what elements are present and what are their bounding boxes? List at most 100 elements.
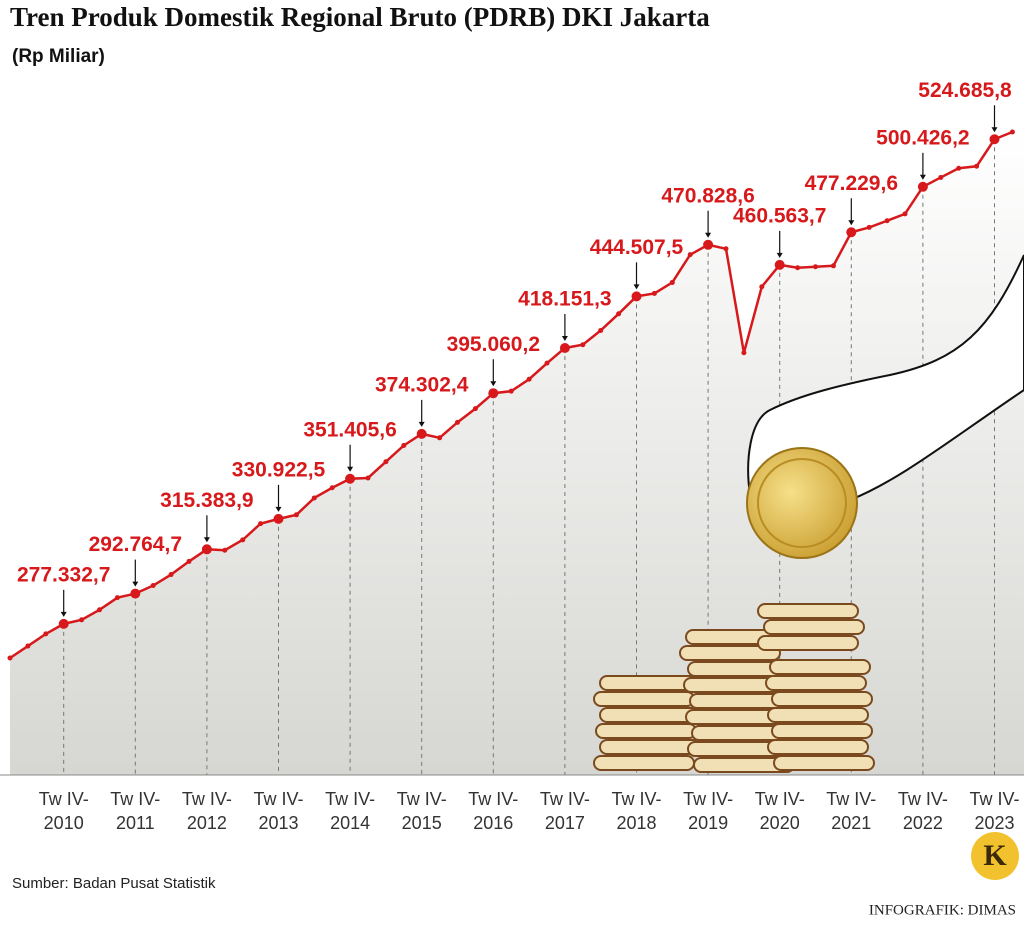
data-point <box>703 239 714 250</box>
data-point <box>616 311 622 317</box>
x-tick-label: Tw IV-2020 <box>755 789 805 833</box>
data-point <box>345 473 356 484</box>
label-arrowhead <box>848 220 855 226</box>
x-tick-label: Tw IV-2010 <box>39 789 89 833</box>
data-point <box>273 513 284 524</box>
data-point <box>1009 129 1015 135</box>
value-label: 277.332,7 <box>17 563 110 586</box>
data-point <box>902 211 908 217</box>
data-point <box>222 547 228 553</box>
label-arrowhead <box>347 466 354 472</box>
data-point <box>508 388 514 394</box>
data-point <box>830 263 836 269</box>
label-arrowhead <box>60 611 67 617</box>
x-tick-label: Tw IV-2016 <box>468 789 518 833</box>
data-point <box>741 350 747 356</box>
data-point <box>774 259 785 270</box>
x-tick-label: Tw IV-2011 <box>110 789 160 833</box>
data-point <box>43 631 49 637</box>
data-point <box>488 388 499 399</box>
data-point <box>58 618 69 629</box>
data-point <box>526 376 532 382</box>
value-label: 292.764,7 <box>89 533 182 556</box>
data-point <box>631 291 642 302</box>
source-note: Sumber: Badan Pusat Statistik <box>12 875 216 892</box>
data-point <box>795 265 801 271</box>
logo-badge <box>971 832 1019 880</box>
x-tick-label: Tw IV-2017 <box>540 789 590 833</box>
x-tick-label: Tw IV-2018 <box>611 789 661 833</box>
label-arrowhead <box>203 537 210 543</box>
data-point <box>240 537 246 543</box>
data-point <box>79 617 85 623</box>
chart-subtitle: (Rp Miliar) <box>12 46 105 67</box>
data-point <box>938 174 944 180</box>
value-label: 477.229,6 <box>805 172 898 195</box>
value-label: 374.302,4 <box>375 373 469 396</box>
label-arrowhead <box>991 127 998 133</box>
x-tick-label: Tw IV-2012 <box>182 789 232 833</box>
x-tick-label: Tw IV-2015 <box>397 789 447 833</box>
value-label: 500.426,2 <box>876 126 969 149</box>
decoration-coins <box>593 254 1024 773</box>
data-point <box>437 435 443 441</box>
data-point <box>258 521 264 527</box>
data-point <box>956 165 962 171</box>
data-point <box>559 342 570 353</box>
label-arrowhead <box>490 381 497 387</box>
data-point <box>293 512 299 518</box>
value-label: 524.685,8 <box>918 79 1012 102</box>
data-point <box>687 252 693 258</box>
label-arrowhead <box>776 252 783 258</box>
data-point <box>974 163 980 169</box>
data-point <box>884 218 890 224</box>
value-label: 330.922,5 <box>232 458 326 481</box>
data-point <box>866 224 872 230</box>
data-point <box>669 279 675 285</box>
logo: K <box>983 839 1007 872</box>
label-arrowhead <box>705 232 712 238</box>
data-point <box>329 485 335 491</box>
data-point <box>25 643 31 649</box>
value-label: 418.151,3 <box>518 288 611 311</box>
data-point <box>580 342 586 348</box>
value-label: 315.383,9 <box>160 489 253 512</box>
data-point <box>598 327 604 333</box>
label-arrowhead <box>561 335 568 341</box>
data-point <box>401 442 407 448</box>
label-arrowhead <box>275 506 282 512</box>
value-label: 351.405,6 <box>303 418 396 441</box>
label-arrowhead <box>418 421 425 427</box>
value-label: 470.828,6 <box>661 184 754 207</box>
data-point <box>150 583 156 589</box>
data-point <box>723 246 729 252</box>
label-arrowhead <box>132 581 139 587</box>
x-tick-label: Tw IV-2014 <box>325 789 375 833</box>
data-point <box>7 655 13 661</box>
x-tick-label: Tw IV-2021 <box>826 789 876 833</box>
data-point <box>168 572 174 578</box>
data-point <box>813 264 818 270</box>
value-label: 395.060,2 <box>447 333 540 356</box>
data-point <box>383 459 389 465</box>
label-arrowhead <box>919 174 926 180</box>
data-point <box>759 284 765 290</box>
data-point <box>651 290 657 296</box>
x-tick-label: Tw IV-2013 <box>253 789 303 833</box>
x-tick-label: Tw IV-2022 <box>898 789 948 833</box>
x-tick-label: Tw IV-2023 <box>969 789 1019 833</box>
data-point <box>114 595 120 601</box>
data-point <box>544 360 550 366</box>
chart-title: Tren Produk Domestik Regional Bruto (PDR… <box>10 2 710 32</box>
data-point <box>365 475 371 481</box>
data-point <box>416 428 427 439</box>
data-point <box>311 495 317 501</box>
credit: INFOGRAFIK: DIMAS <box>869 902 1016 918</box>
value-label: 460.563,7 <box>733 204 826 227</box>
data-point <box>97 607 102 613</box>
data-point <box>186 558 192 564</box>
x-tick-label: Tw IV-2019 <box>683 789 733 833</box>
value-label: 444.507,5 <box>590 236 684 259</box>
data-point <box>472 406 478 412</box>
label-arrowhead <box>633 284 640 290</box>
